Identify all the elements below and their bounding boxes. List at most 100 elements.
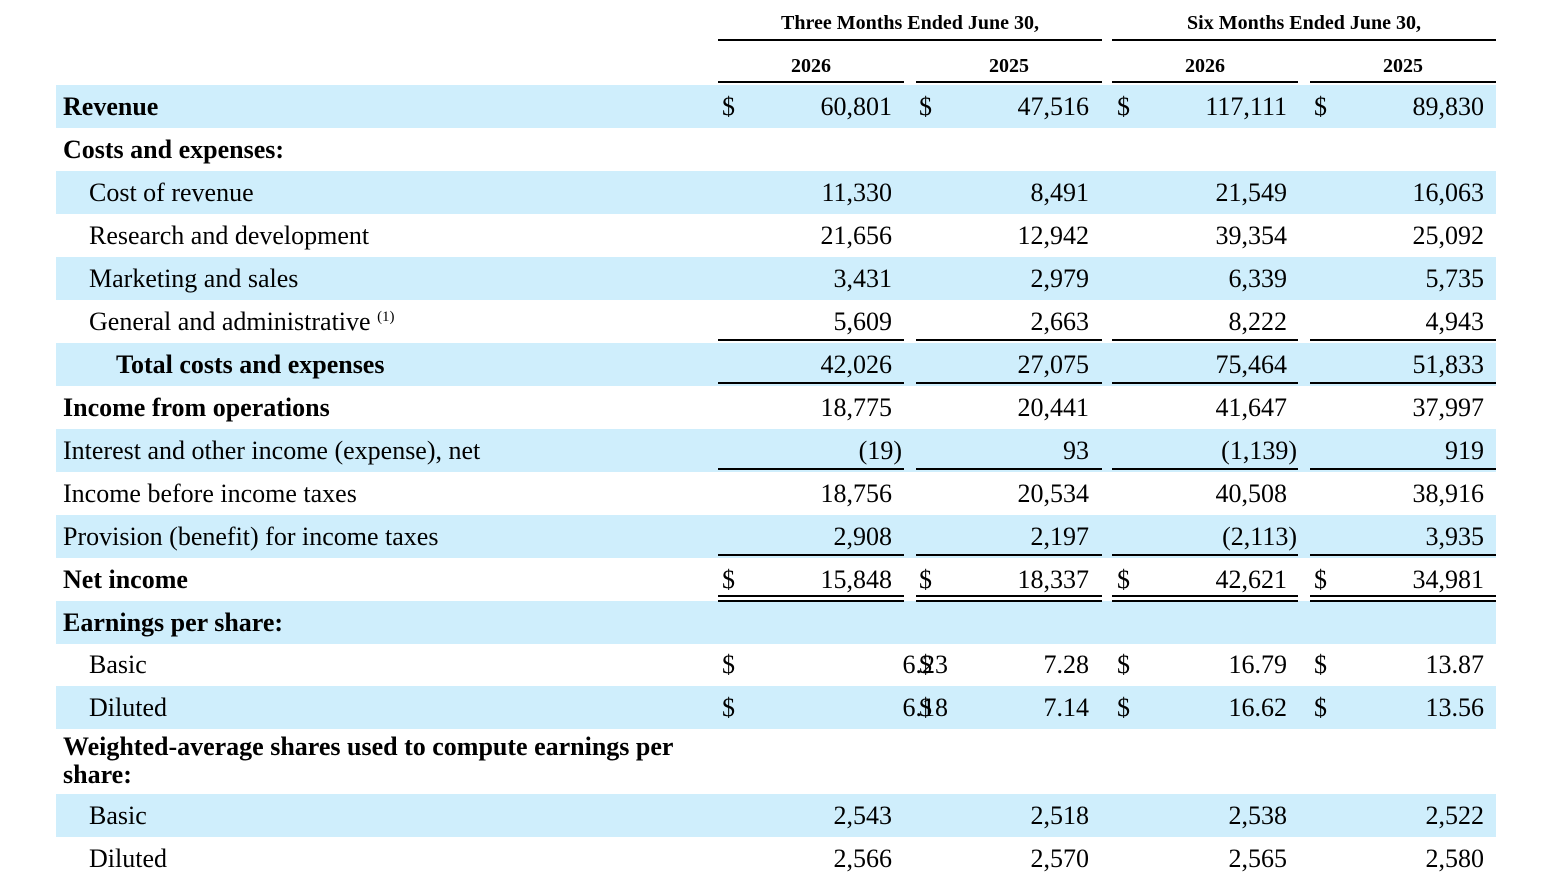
dollar-sign: $ bbox=[722, 650, 735, 679]
value-q-2026: 21,656 bbox=[820, 221, 893, 250]
row-label: Total costs and expenses bbox=[116, 350, 385, 379]
value-h-2026: 6,339 bbox=[1228, 264, 1288, 293]
row-label: Income before income taxes bbox=[63, 479, 357, 508]
header-year-h-2026-rule bbox=[1112, 81, 1298, 83]
value-q-2025: 93 bbox=[1063, 436, 1089, 465]
dollar-sign: $ bbox=[722, 92, 735, 121]
value-h-2026: 8,222 bbox=[1228, 307, 1288, 336]
header-year-q-2025-rule bbox=[916, 81, 1102, 83]
total-rule bbox=[1310, 382, 1496, 384]
value-h-2026: (2,113) bbox=[1222, 522, 1297, 551]
dollar-sign: $ bbox=[919, 92, 932, 121]
subtotal-rule bbox=[1310, 339, 1496, 341]
row-eps-header: Earnings per share: bbox=[56, 601, 1496, 644]
row-general-admin: General and administrative (1) 5,609 2,6… bbox=[56, 300, 1496, 343]
value-q-2026: 6.18 bbox=[902, 693, 949, 722]
value-q-2025: 2,979 bbox=[1030, 264, 1090, 293]
value-q-2026: 5,609 bbox=[833, 307, 893, 336]
value-h-2026: 42,621 bbox=[1215, 565, 1288, 594]
value-q-2025: 2,663 bbox=[1030, 307, 1090, 336]
row-label: Revenue bbox=[63, 92, 159, 121]
subtotal-rule bbox=[916, 468, 1102, 470]
total-rule bbox=[916, 382, 1102, 384]
dollar-sign: $ bbox=[722, 565, 735, 594]
section-heading: Earnings per share: bbox=[63, 608, 284, 637]
value-q-2025: 20,534 bbox=[1017, 479, 1090, 508]
value-h-2025: 919 bbox=[1445, 436, 1484, 465]
row-costs-header: Costs and expenses: bbox=[56, 128, 1496, 171]
value-q-2025: 7.28 bbox=[1043, 650, 1090, 679]
subtotal-rule bbox=[718, 554, 904, 556]
subtotal-rule bbox=[1310, 554, 1496, 556]
value-q-2026: 60,801 bbox=[820, 92, 893, 121]
value-q-2025: 47,516 bbox=[1017, 92, 1090, 121]
value-h-2025: 3,935 bbox=[1425, 522, 1485, 551]
dollar-sign: $ bbox=[1314, 565, 1327, 594]
value-h-2026: 75,464 bbox=[1215, 350, 1288, 379]
header-three-months-rule bbox=[718, 39, 1102, 41]
total-rule bbox=[1112, 382, 1298, 384]
dollar-sign: $ bbox=[1117, 693, 1130, 722]
total-rule bbox=[718, 382, 904, 384]
row-label: Diluted bbox=[89, 844, 167, 873]
value-h-2025: 5,735 bbox=[1425, 264, 1485, 293]
value-h-2026: 21,549 bbox=[1215, 178, 1288, 207]
value-q-2025: 12,942 bbox=[1017, 221, 1090, 250]
header-six-months: Six Months Ended June 30, bbox=[1187, 12, 1421, 34]
header-year-q-2026-rule bbox=[718, 81, 904, 83]
row-eps-basic: Basic $ 6.23 $ 7.28 $ 16.79 $ 13.87 bbox=[56, 643, 1496, 686]
value-q-2025: 27,075 bbox=[1017, 350, 1090, 379]
value-q-2026: 18,756 bbox=[820, 479, 893, 508]
row-label: Basic bbox=[89, 801, 147, 830]
dollar-sign: $ bbox=[1117, 565, 1130, 594]
value-q-2026: 18,775 bbox=[820, 393, 893, 422]
dollar-sign: $ bbox=[722, 693, 735, 722]
row-label: Income from operations bbox=[63, 393, 330, 422]
row-marketing-sales: Marketing and sales 3,431 2,979 6,339 5,… bbox=[56, 257, 1496, 300]
row-revenue: Revenue $ 60,801 $ 47,516 $ 117,111 $ 89… bbox=[56, 85, 1496, 128]
value-q-2025: 2,518 bbox=[1030, 801, 1090, 830]
value-h-2025: 13.87 bbox=[1425, 650, 1485, 679]
subtotal-rule bbox=[1310, 468, 1496, 470]
value-h-2025: 4,943 bbox=[1425, 307, 1485, 336]
value-h-2026: 2,538 bbox=[1228, 801, 1288, 830]
value-h-2026: 39,354 bbox=[1215, 221, 1288, 250]
subtotal-rule bbox=[718, 468, 904, 470]
value-h-2025: 2,522 bbox=[1425, 801, 1485, 830]
value-q-2026: 2,543 bbox=[833, 801, 893, 830]
value-h-2025: 34,981 bbox=[1412, 565, 1485, 594]
section-heading: Weighted-average shares used to compute … bbox=[63, 732, 673, 789]
dollar-sign: $ bbox=[919, 565, 932, 594]
value-q-2026: 6.23 bbox=[902, 650, 949, 679]
dollar-sign: $ bbox=[1314, 92, 1327, 121]
header-year-q-2026: 2026 bbox=[791, 55, 831, 77]
row-shares-basic: Basic 2,543 2,518 2,538 2,522 bbox=[56, 794, 1496, 837]
value-h-2025: 16,063 bbox=[1412, 178, 1485, 207]
row-label: Basic bbox=[89, 650, 147, 679]
value-q-2025: 20,441 bbox=[1017, 393, 1090, 422]
value-h-2026: 2,565 bbox=[1228, 844, 1288, 873]
net-income-double-rule bbox=[916, 595, 1102, 602]
row-income-operations: Income from operations 18,775 20,441 41,… bbox=[56, 386, 1496, 429]
value-h-2025: 51,833 bbox=[1412, 350, 1485, 379]
row-label: Net income bbox=[63, 565, 188, 594]
row-interest-other: Interest and other income (expense), net… bbox=[56, 429, 1496, 472]
dollar-sign: $ bbox=[1314, 693, 1327, 722]
value-h-2025: 2,580 bbox=[1425, 844, 1485, 873]
value-h-2026: 40,508 bbox=[1215, 479, 1288, 508]
header-year-h-2025-rule bbox=[1310, 81, 1496, 83]
row-net-income: Net income $ 15,848 $ 18,337 $ 42,621 $ … bbox=[56, 558, 1496, 601]
value-q-2025: 18,337 bbox=[1017, 565, 1090, 594]
dollar-sign: $ bbox=[919, 650, 932, 679]
row-label: Interest and other income (expense), net bbox=[63, 436, 481, 465]
subtotal-rule bbox=[718, 339, 904, 341]
value-h-2025: 38,916 bbox=[1412, 479, 1485, 508]
value-h-2025: 89,830 bbox=[1412, 92, 1485, 121]
value-h-2026: 16.79 bbox=[1228, 650, 1288, 679]
dollar-sign: $ bbox=[1314, 650, 1327, 679]
header-six-months-rule bbox=[1112, 39, 1496, 41]
footnote-marker: (1) bbox=[377, 309, 395, 325]
value-q-2026: 3,431 bbox=[833, 264, 893, 293]
row-total-costs: Total costs and expenses 42,026 27,075 7… bbox=[56, 343, 1496, 386]
section-heading: Costs and expenses: bbox=[63, 135, 285, 164]
